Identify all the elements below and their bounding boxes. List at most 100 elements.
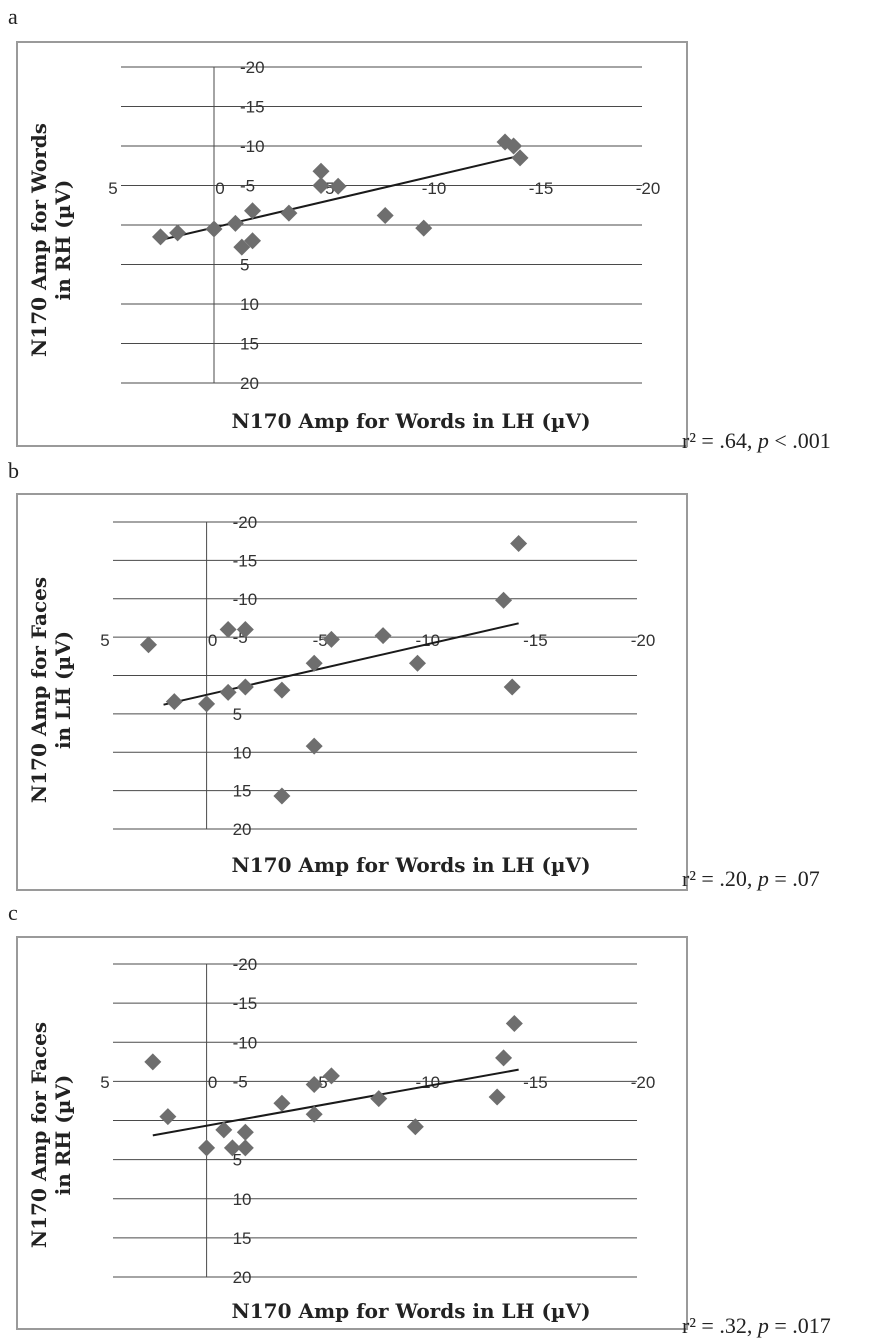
y-tick-label: -20 (240, 58, 265, 77)
data-point (169, 224, 187, 242)
y-tick-label: 15 (233, 782, 252, 801)
y-tick-label: -20 (233, 955, 258, 974)
y-tick-label: -20 (233, 513, 258, 532)
y-tick-label: 5 (233, 1151, 242, 1170)
trend-line (152, 1068, 519, 1137)
y-tick-label: -15 (240, 98, 265, 117)
data-point (415, 219, 433, 237)
data-point (305, 654, 323, 672)
x-tick-label: -10 (416, 631, 441, 650)
data-point (322, 630, 340, 648)
data-point (488, 1088, 506, 1106)
data-point (205, 220, 223, 238)
panel-letter: b (8, 458, 19, 483)
data-point (495, 1049, 513, 1067)
data-point (152, 228, 169, 246)
y-axis-label-line: N170 Amp for Faces (27, 1022, 51, 1248)
trend-line (160, 153, 525, 241)
chart-frame (16, 41, 688, 447)
data-point (510, 534, 528, 552)
x-tick-label: -15 (523, 1073, 548, 1092)
panel-letter: c (8, 900, 18, 925)
x-tick-label: -10 (416, 1073, 441, 1092)
data-point (312, 177, 330, 194)
x-tick-label: 0 (208, 631, 217, 650)
x-tick-label: 0 (208, 1073, 217, 1092)
y-axis-label: N170 Amp for Words in RH (µV) (27, 123, 75, 357)
stat-p-value: = .017 (769, 1313, 831, 1338)
stat-p-value: = .07 (769, 866, 820, 891)
data-point (144, 1053, 162, 1071)
data-point (495, 591, 513, 609)
y-axis-label-line: in RH (µV) (51, 1075, 75, 1196)
data-point (236, 620, 254, 638)
y-tick-label: 20 (233, 1268, 252, 1287)
y-tick-label: 5 (240, 256, 249, 275)
x-axis-label: N170 Amp for Words in LH (µV) (231, 1299, 590, 1323)
data-point (273, 787, 291, 805)
x-tick-label: -10 (422, 179, 447, 198)
y-tick-label: -10 (240, 137, 265, 156)
data-point (511, 149, 529, 167)
data-point (312, 162, 330, 180)
stat-p-value: < .001 (769, 428, 831, 453)
stat-annotation: r² = .64, p < .001 (682, 428, 831, 453)
y-tick-label: -10 (233, 590, 258, 609)
data-point (305, 1105, 323, 1123)
data-point (233, 238, 251, 256)
x-tick-label: -20 (636, 179, 661, 198)
data-point (236, 1139, 254, 1157)
y-tick-label: -10 (233, 1033, 258, 1052)
stat-p-symbol: p (756, 866, 769, 891)
data-point (244, 202, 262, 220)
y-tick-label: -15 (233, 551, 258, 570)
data-point (280, 204, 298, 222)
data-point (236, 1123, 254, 1141)
data-point (159, 1108, 177, 1126)
x-tick-label: -5 (313, 631, 328, 650)
y-tick-label: 5 (233, 705, 242, 724)
x-tick-label: -20 (631, 1073, 656, 1092)
data-point (273, 1094, 291, 1112)
x-tick-label: 5 (100, 631, 109, 650)
data-point (273, 681, 291, 699)
data-point (374, 627, 392, 645)
data-point (408, 654, 426, 672)
x-tick-label: -20 (631, 631, 656, 650)
data-point (215, 1121, 233, 1139)
x-tick-label: 0 (215, 179, 224, 198)
chart-frame (16, 493, 688, 891)
x-tick-label: -15 (529, 179, 554, 198)
data-point (305, 737, 323, 755)
stat-r2: r² = .20, (682, 866, 758, 891)
y-axis-label-line: N170 Amp for Faces (27, 577, 51, 803)
x-tick-label: 5 (108, 179, 117, 198)
y-axis-label-line: in LH (µV) (51, 631, 75, 749)
y-tick-label: -5 (233, 1072, 248, 1091)
y-tick-label: 10 (233, 1190, 252, 1209)
x-axis-label: N170 Amp for Words in LH (µV) (231, 409, 590, 433)
y-tick-label: 15 (233, 1229, 252, 1248)
data-point (139, 636, 157, 654)
data-point (223, 1139, 241, 1157)
panel-letter: a (8, 4, 18, 29)
x-tick-label: 5 (100, 1073, 109, 1092)
data-point (322, 1067, 340, 1085)
data-point (305, 1076, 323, 1094)
data-point (505, 1014, 523, 1032)
stat-r2: r² = .64, (682, 428, 758, 453)
stat-r2: r² = .32, (682, 1313, 758, 1338)
x-tick-label: -15 (523, 631, 548, 650)
y-axis-label: N170 Amp for Faces in LH (µV) (27, 577, 75, 803)
stat-p-symbol: p (756, 1313, 769, 1338)
data-point (244, 232, 262, 250)
y-axis-label-line: N170 Amp for Words (27, 123, 51, 357)
data-point (329, 177, 347, 195)
y-axis-label-line: in RH (µV) (51, 180, 75, 301)
data-point (370, 1090, 388, 1108)
y-tick-label: 10 (240, 295, 259, 314)
y-tick-label: 20 (240, 374, 259, 393)
